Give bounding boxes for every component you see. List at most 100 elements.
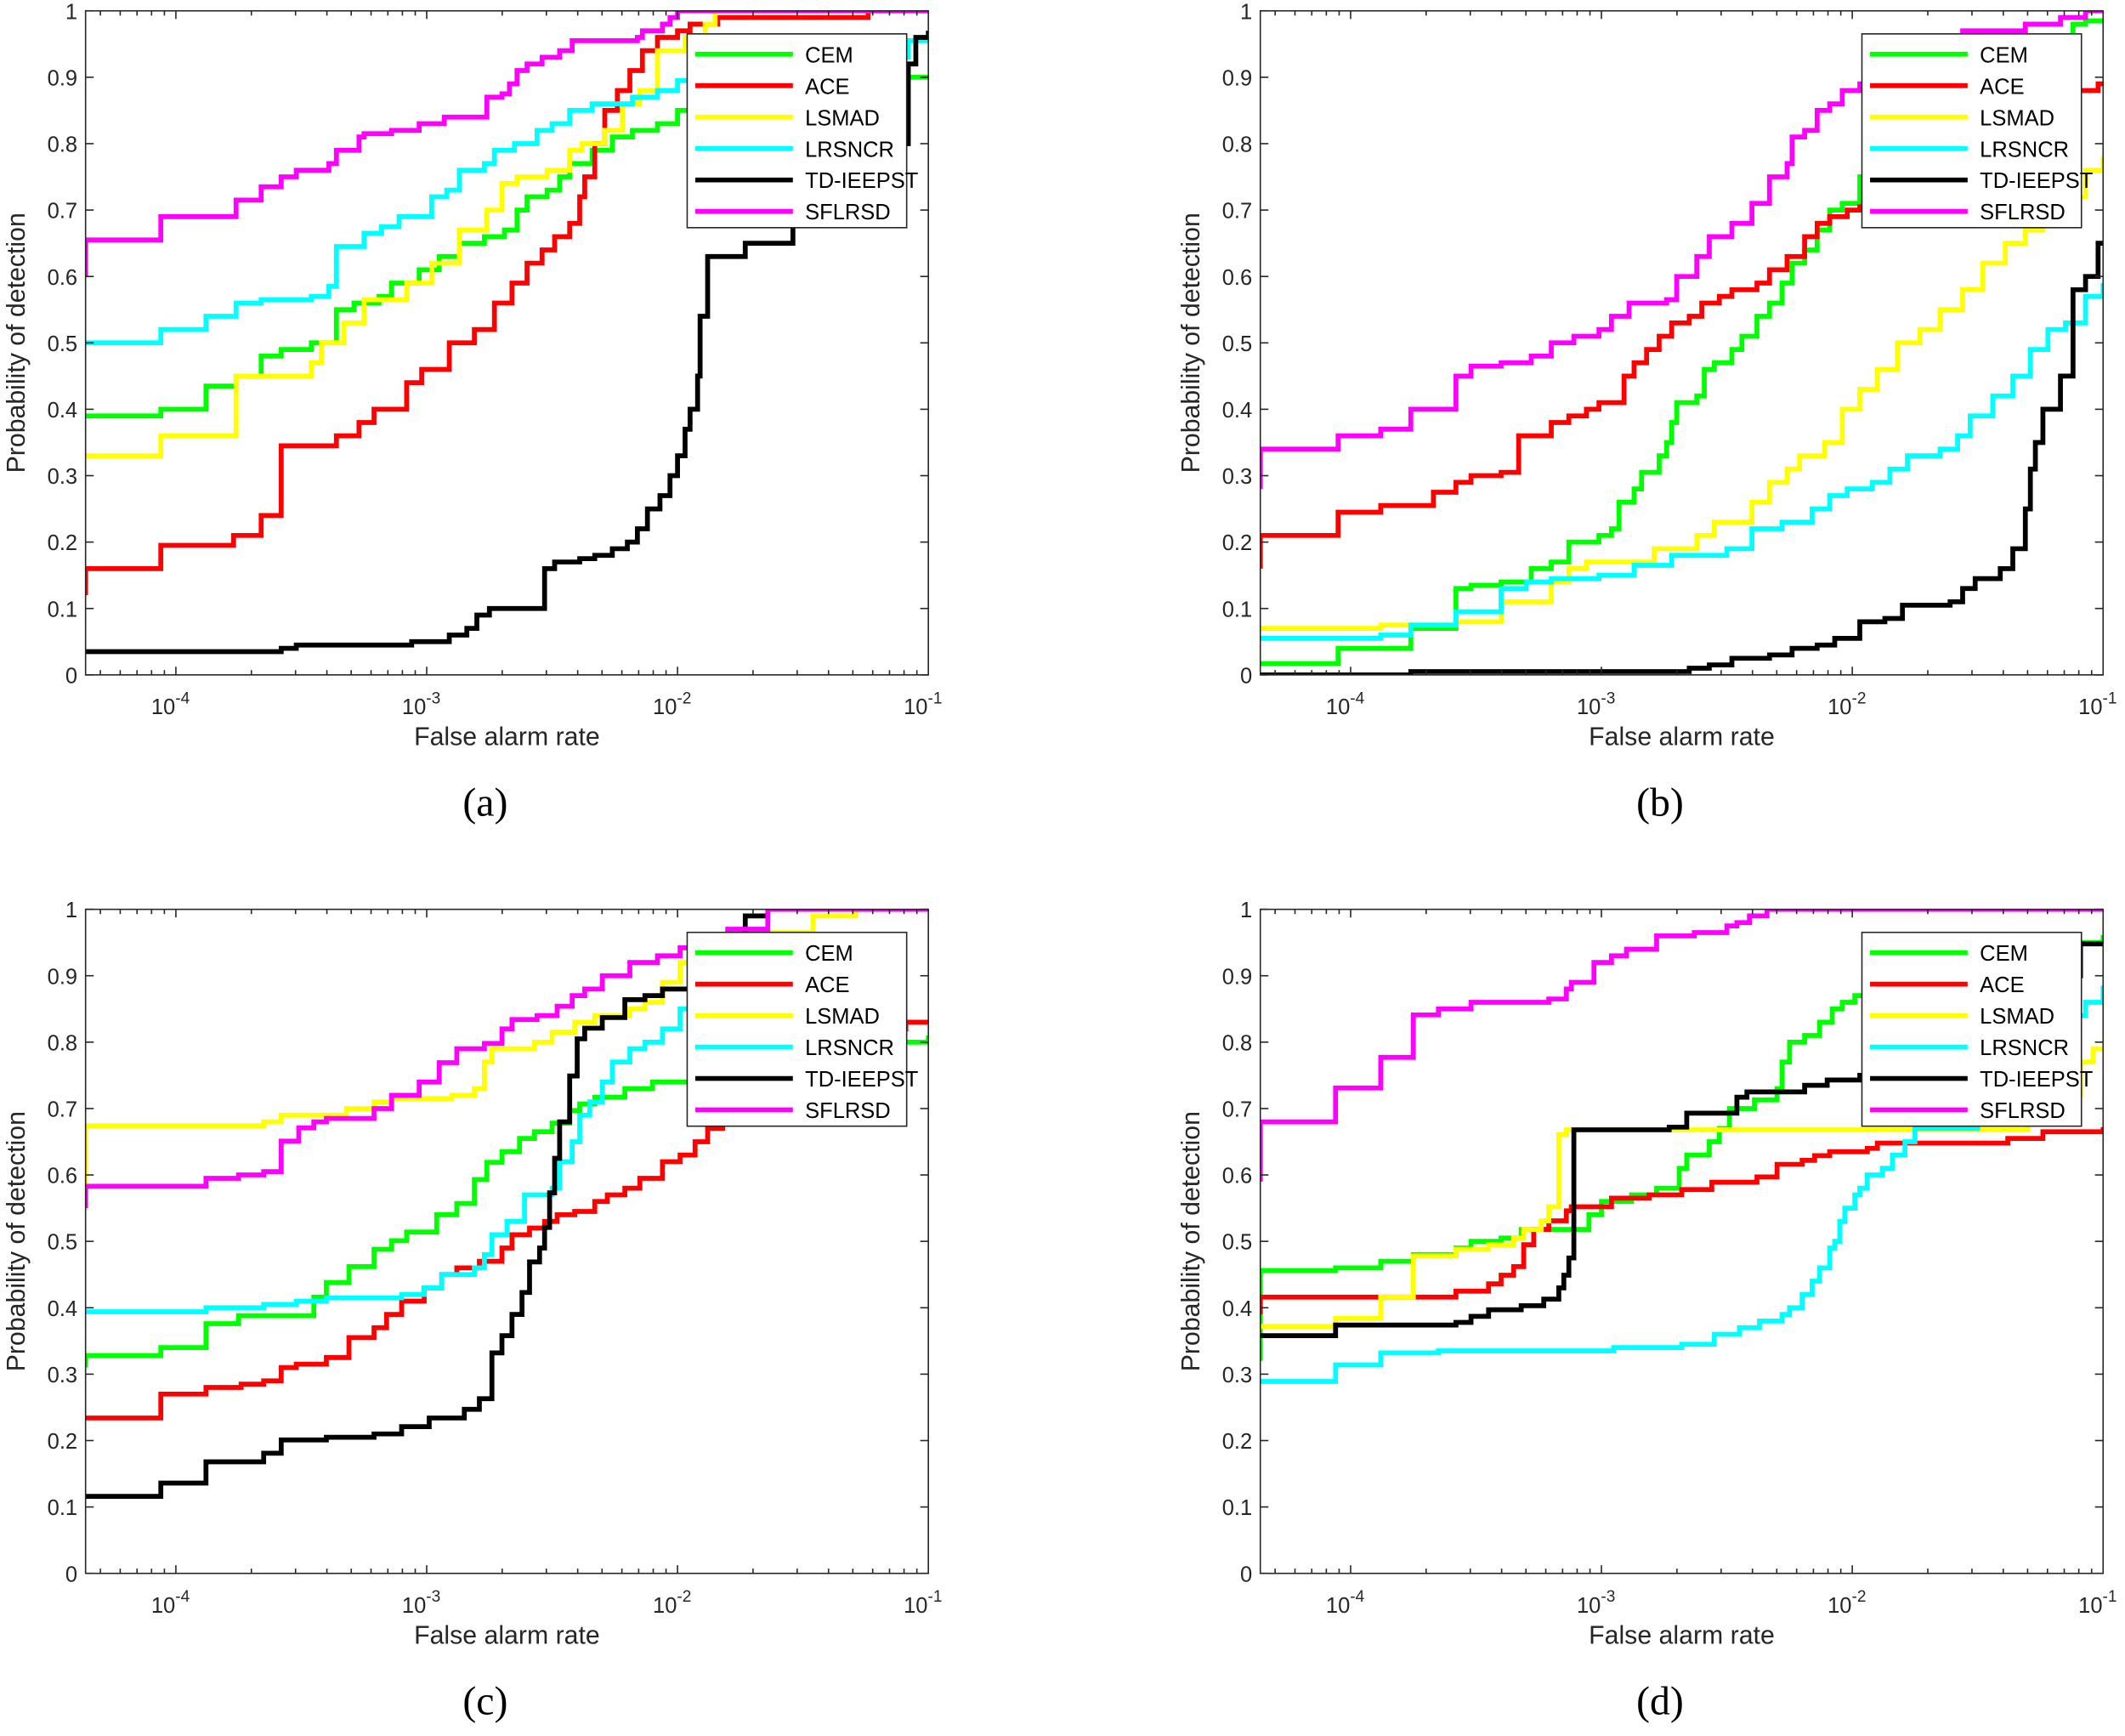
y-tick-label: 0.8: [48, 1031, 77, 1055]
y-tick-label: 0.1: [1222, 1496, 1252, 1520]
y-tick-label: 0.5: [48, 1231, 77, 1255]
x-tick-label: 10-2: [653, 689, 691, 719]
y-tick-label: 0: [65, 1563, 77, 1586]
legend-label-td-ieepst: TD-IEEPST: [805, 1068, 918, 1092]
legend-label-lsmad: LSMAD: [805, 1005, 880, 1029]
x-axis-label: False alarm rate: [1589, 1622, 1775, 1650]
legend-label-sflrsd: SFLRSD: [805, 201, 891, 224]
legend-label-td-ieepst: TD-IEEPST: [1980, 1068, 2093, 1092]
x-tick-exponent: -1: [2103, 689, 2117, 707]
x-tick-label: 10-1: [904, 689, 942, 719]
x-tick-exponent: -4: [175, 1588, 190, 1606]
y-tick-label: 0.3: [48, 465, 77, 489]
series-line-ace: [85, 1019, 929, 1421]
series-line-ace: [1260, 81, 2104, 569]
series-line-cem: [1260, 18, 2104, 667]
legend-label-cem: CEM: [1980, 942, 2028, 966]
legend-label-cem: CEM: [1980, 43, 2028, 67]
subplot-caption: (b): [1636, 780, 1684, 825]
y-tick-label: 0.4: [48, 1297, 77, 1321]
y-tick-label: 0.6: [48, 1165, 77, 1189]
x-tick-label: 10-2: [1828, 689, 1866, 719]
series-line-sflrsd: [1260, 909, 2104, 1182]
series-line-sflrsd: [85, 909, 929, 1209]
x-tick-label: 10-1: [2078, 689, 2116, 719]
legend-label-ace: ACE: [1980, 75, 2024, 99]
y-tick-label: 0: [1240, 1563, 1252, 1586]
legend-box: [686, 33, 908, 229]
y-tick-label: 0.1: [48, 598, 77, 621]
y-tick-label: 0.5: [1222, 332, 1252, 356]
subplot-caption: (c): [462, 1678, 507, 1723]
y-tick-label: 0.2: [1222, 531, 1252, 555]
y-tick-label: 0.2: [48, 531, 77, 555]
x-tick-label: 10-3: [402, 1588, 440, 1618]
series-group: [1260, 10, 2104, 675]
legend-label-lrsncr: LRSNCR: [1980, 1036, 2069, 1060]
x-tick-label: 10-3: [402, 689, 440, 719]
series-line-lsmad: [85, 10, 929, 458]
x-tick-exponent: -4: [1350, 1588, 1364, 1606]
x-tick-label: 10-3: [1577, 689, 1615, 719]
y-tick-label: 0.7: [48, 200, 77, 224]
y-tick-label: 0.4: [48, 399, 77, 423]
legend: CEM ACE LSMAD LRSNCR TD-IEEPST SFLRSD: [686, 931, 918, 1127]
x-axis-label: False alarm rate: [414, 723, 600, 752]
x-tick-exponent: -2: [1851, 689, 1866, 707]
legend-box: [686, 931, 908, 1127]
y-tick-label: 0.3: [48, 1364, 77, 1387]
y-tick-label: 0.7: [1222, 1098, 1252, 1122]
legend-label-sflrsd: SFLRSD: [805, 1099, 891, 1123]
y-axis-label: Probability of detection: [3, 1111, 31, 1371]
subplot-c: 0 0.1 0.2 0.3 0.4 0.5 0.6 0.7 0.8 0.9 1 10-4 10-3 10-…: [3, 899, 943, 1723]
legend-label-cem: CEM: [805, 942, 853, 966]
y-tick-label: 0.8: [1222, 133, 1252, 157]
x-tick-exponent: -4: [1350, 689, 1364, 707]
series-line-lrsncr: [85, 38, 929, 346]
x-tick-exponent: -3: [1601, 1588, 1615, 1606]
y-tick-label: 0.3: [1222, 1364, 1252, 1387]
legend-label-lsmad: LSMAD: [1980, 1005, 2054, 1029]
x-tick-exponent: -1: [927, 689, 942, 707]
y-tick-label: 0.1: [48, 1496, 77, 1520]
series-line-td-ieepst: [1260, 241, 2104, 675]
series-group: [85, 10, 929, 655]
y-tick-label: 0.6: [1222, 266, 1252, 290]
y-tick-label: 0.3: [1222, 465, 1252, 489]
y-tick-label: 0.4: [1222, 399, 1252, 423]
legend-box: [1861, 931, 2082, 1127]
y-tick-label: 0.8: [1222, 1031, 1252, 1055]
x-tick-label: 10-3: [1577, 1588, 1615, 1618]
y-tick-label: 0.9: [1222, 965, 1252, 989]
y-tick-label: 0.1: [1222, 598, 1252, 621]
subplot-caption: (d): [1636, 1678, 1684, 1723]
y-tick-label: 0.9: [1222, 66, 1252, 90]
legend: CEM ACE LSMAD LRSNCR TD-IEEPST SFLRSD: [1861, 33, 2093, 229]
x-tick-exponent: -2: [677, 689, 691, 707]
y-tick-label: 0.6: [1222, 1165, 1252, 1189]
legend-label-sflrsd: SFLRSD: [1980, 201, 2066, 224]
y-axis-label: Probability of detection: [3, 213, 31, 473]
y-tick-label: 0.4: [1222, 1297, 1252, 1321]
legend: CEM ACE LSMAD LRSNCR TD-IEEPST SFLRSD: [686, 33, 918, 229]
series-line-ace: [1260, 1126, 2104, 1315]
legend-label-lsmad: LSMAD: [805, 106, 880, 130]
subplot-a: 0 0.1 0.2 0.3 0.4 0.5 0.6 0.7 0.8 0.9 1 10-4 10-3 10-…: [3, 0, 943, 825]
x-tick-label: 10-4: [151, 689, 190, 719]
x-tick-label: 10-4: [1326, 689, 1365, 719]
series-line-cem: [85, 74, 929, 419]
x-axis-label: False alarm rate: [1589, 723, 1775, 752]
x-tick-exponent: -2: [1851, 1588, 1866, 1606]
x-tick-label: 10-1: [904, 1588, 942, 1618]
y-tick-label: 0: [65, 664, 77, 688]
x-tick-label: 10-2: [653, 1588, 691, 1618]
y-tick-label: 0.2: [48, 1430, 77, 1454]
x-tick-exponent: -4: [175, 689, 190, 707]
x-tick-exponent: -3: [1601, 689, 1615, 707]
x-tick-exponent: -2: [677, 1588, 691, 1606]
y-tick-label: 0: [1240, 664, 1252, 688]
x-tick-label: 10-2: [1828, 1588, 1866, 1618]
legend-label-lrsncr: LRSNCR: [805, 138, 894, 162]
y-tick-label: 1: [65, 0, 77, 24]
x-tick-label: 10-4: [1326, 1588, 1365, 1618]
